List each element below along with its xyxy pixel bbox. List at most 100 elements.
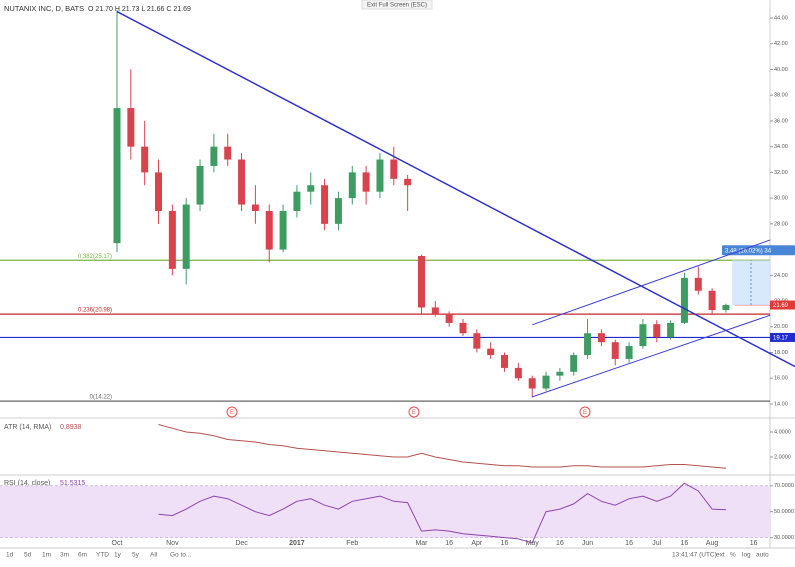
- exit-fullscreen[interactable]: Exit Full Screen (ESC): [367, 3, 427, 9]
- x-tick-label: Mar: [415, 540, 428, 547]
- y-tick-label: 34.00: [774, 144, 788, 150]
- range-button[interactable]: YTD: [96, 552, 109, 559]
- x-tick-label: Oct: [112, 540, 123, 547]
- candle-body: [155, 172, 163, 211]
- range-button[interactable]: 5y: [132, 552, 140, 559]
- ohlc-readout: O 21.70 H 21.73 L 21.66 C 21.69: [88, 6, 191, 13]
- candle-body: [473, 333, 481, 349]
- range-button[interactable]: 5d: [24, 552, 32, 559]
- y-tick-label: 4.0000: [774, 429, 791, 435]
- y-tick-label: 2.0000: [774, 454, 791, 460]
- candle-body: [542, 375, 550, 389]
- symbol-title: NUTANIX INC, D, BATS: [4, 4, 84, 13]
- earnings-label[interactable]: E: [230, 410, 234, 416]
- x-tick-label: 16: [681, 540, 689, 547]
- candle-body: [390, 159, 398, 179]
- earnings-label[interactable]: E: [412, 410, 416, 416]
- rsi-title: RSI (14, close): [4, 480, 50, 487]
- y-tick-label: 38.00: [774, 93, 788, 99]
- measure-label-box: [722, 245, 795, 256]
- candle-body: [168, 210, 176, 269]
- y-tick-label: 40.00: [774, 67, 788, 73]
- y-tick-label: 30.0000: [774, 535, 794, 541]
- candle-body: [293, 191, 301, 211]
- candle-body: [182, 204, 190, 269]
- fib-level-label: 0.382(25.17): [78, 254, 112, 260]
- trend-line: [532, 314, 771, 398]
- y-tick-label: 30.00: [774, 196, 788, 202]
- candle-body: [680, 277, 688, 323]
- candle-body: [279, 210, 287, 250]
- x-tick-label: Jun: [582, 540, 593, 547]
- candle-body: [528, 378, 536, 389]
- exit-fullscreen-button[interactable]: [361, 0, 433, 10]
- candle-body: [141, 146, 149, 173]
- y-tick-label: 42.00: [774, 41, 788, 47]
- indicator-line: [158, 424, 727, 469]
- y-tick-label: 44.00: [774, 15, 788, 21]
- range-button[interactable]: 6m: [78, 552, 87, 559]
- candle-body: [321, 185, 329, 224]
- y-tick-label: 28.00: [774, 221, 788, 227]
- scale-option[interactable]: %: [730, 552, 736, 559]
- candle-body: [722, 305, 730, 311]
- candle-body: [487, 348, 495, 356]
- earnings-label[interactable]: E: [583, 410, 587, 416]
- candle-body: [667, 322, 675, 338]
- earnings-marker[interactable]: [579, 406, 591, 418]
- earnings-marker[interactable]: [408, 406, 420, 418]
- range-button[interactable]: 1m: [42, 552, 51, 559]
- price-tag-label: 19.17: [773, 336, 789, 342]
- range-button[interactable]: 3m: [60, 552, 69, 559]
- x-tick-label: 16: [625, 540, 633, 547]
- trend-line: [532, 239, 771, 326]
- rsi-last-value: 51.5315: [60, 480, 85, 487]
- candle-body: [224, 146, 232, 160]
- y-tick-label: 70.0000: [774, 483, 794, 489]
- range-button[interactable]: Go to...: [170, 552, 192, 559]
- candle-body: [265, 210, 273, 250]
- candle-body: [639, 324, 647, 347]
- y-tick-label: 18.00: [774, 350, 788, 356]
- candle-body: [611, 342, 619, 359]
- rsi-band: [0, 485, 770, 538]
- x-tick-label: 16: [501, 540, 509, 547]
- y-tick-label: 24.00: [774, 273, 788, 279]
- x-tick-label: Feb: [346, 540, 358, 547]
- candle-body: [556, 371, 564, 376]
- range-button[interactable]: 1d: [6, 552, 14, 559]
- scale-option[interactable]: log: [742, 552, 751, 559]
- candle-body: [694, 277, 702, 291]
- fib-level-label: 0.236(20.98): [78, 308, 112, 314]
- scale-option[interactable]: ext: [716, 552, 725, 559]
- candle-body: [251, 204, 259, 211]
- x-tick-label: 16: [556, 540, 564, 547]
- x-tick-label: Dec: [235, 540, 248, 547]
- scale-option[interactable]: auto: [756, 552, 769, 559]
- range-button[interactable]: 1y: [114, 552, 122, 559]
- price-tag: [770, 332, 795, 342]
- indicator-line: [158, 482, 727, 544]
- y-tick-label: 14.00: [774, 401, 788, 407]
- measure-box: [732, 260, 770, 306]
- x-tick-label: Apr: [471, 540, 483, 547]
- candle-body: [362, 172, 370, 192]
- candle-body: [459, 322, 467, 334]
- atr-title: ATR (14, RMA): [4, 424, 51, 431]
- x-tick-label: Aug: [706, 540, 719, 547]
- candle-body: [514, 367, 522, 379]
- measure-label: 3.48 (16.02%) 34: [725, 248, 772, 254]
- y-tick-label: 20.00: [774, 324, 788, 330]
- y-tick-label: 36.00: [774, 118, 788, 124]
- x-tick-label: Jul: [652, 540, 661, 547]
- earnings-marker[interactable]: [226, 406, 238, 418]
- fib-level-label: 0(14.22): [90, 395, 112, 401]
- candle-body: [113, 108, 121, 244]
- range-button[interactable]: All: [150, 552, 158, 559]
- atr-last-value: 0.8938: [60, 424, 82, 431]
- candle-body: [348, 172, 356, 199]
- y-tick-label: 16.00: [774, 376, 788, 382]
